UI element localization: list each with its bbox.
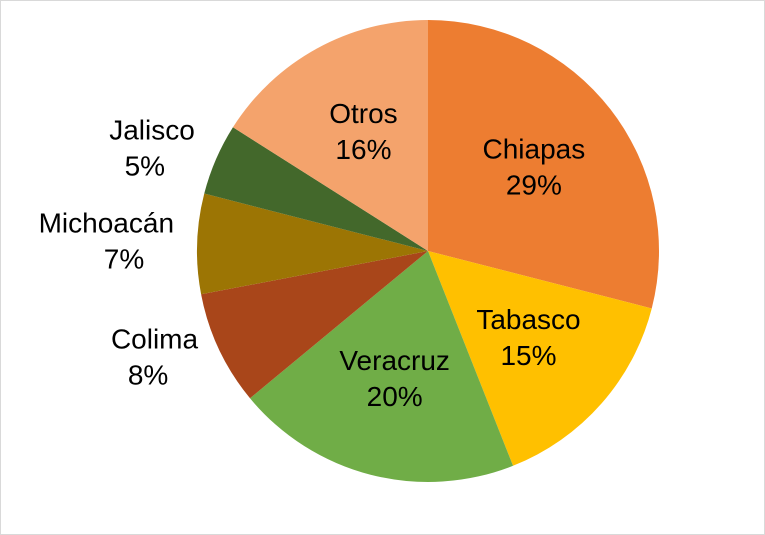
pie-slice <box>197 193 428 295</box>
slice-label: Colima <box>111 324 199 355</box>
slice-label: Jalisco <box>109 114 195 145</box>
pie-slice <box>428 20 660 309</box>
slice-value-label: 5% <box>125 150 165 181</box>
pie-slice <box>201 251 428 399</box>
pie-slice <box>204 127 428 251</box>
slice-label: Chiapas <box>482 133 585 164</box>
slice-value-label: 20% <box>367 381 423 412</box>
pie-slice <box>428 251 652 466</box>
slice-value-label: 16% <box>335 134 391 165</box>
slice-label: Tabasco <box>476 304 580 335</box>
slice-value-label: 29% <box>506 169 562 200</box>
slice-label: Otros <box>329 98 397 129</box>
slice-value-label: 15% <box>500 340 556 371</box>
slice-label: Michoacán <box>39 207 174 238</box>
slice-value-label: 7% <box>104 243 144 274</box>
pie-slice <box>232 20 428 251</box>
slice-value-label: 8% <box>128 360 168 391</box>
slice-label: Veracruz <box>339 345 450 376</box>
pie-slice <box>250 251 514 482</box>
